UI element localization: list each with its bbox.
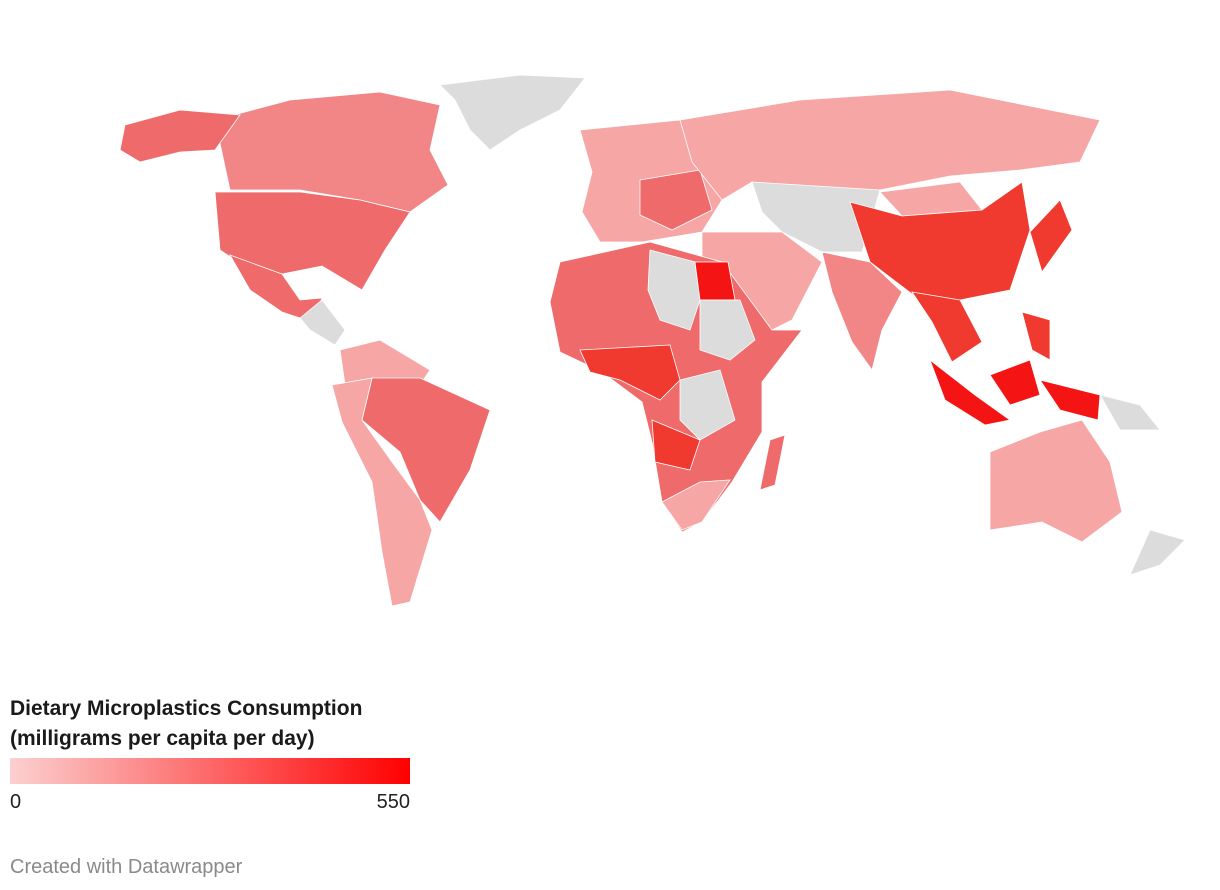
country xyxy=(1029,199,1073,273)
country xyxy=(694,261,736,301)
scale-min: 0 xyxy=(10,791,21,813)
country xyxy=(911,291,983,363)
country xyxy=(989,359,1041,406)
country xyxy=(299,299,346,346)
country xyxy=(214,91,449,213)
country xyxy=(1099,394,1161,431)
color-scale xyxy=(10,758,410,784)
country xyxy=(579,344,681,401)
country xyxy=(1021,311,1051,361)
country xyxy=(821,251,903,371)
country xyxy=(759,434,786,491)
country xyxy=(929,358,1011,426)
country xyxy=(989,419,1123,543)
legend-subtitle: (milligrams per capita per day) xyxy=(10,727,315,750)
country xyxy=(661,479,731,531)
country xyxy=(849,181,1031,301)
country xyxy=(699,299,756,361)
scale-max: 550 xyxy=(377,791,410,813)
country xyxy=(1039,379,1101,421)
country xyxy=(439,74,586,151)
credit: Created with Datawrapper xyxy=(10,856,243,878)
country xyxy=(331,377,433,607)
country xyxy=(679,89,1101,201)
country xyxy=(1129,529,1186,576)
country xyxy=(679,369,736,441)
legend: Dietary Microplastics Consumption (milli… xyxy=(10,697,410,813)
country xyxy=(119,109,241,163)
country xyxy=(639,169,713,231)
world-map xyxy=(119,74,1186,607)
legend-title: Dietary Microplastics Consumption xyxy=(10,697,362,720)
country xyxy=(361,377,491,523)
country xyxy=(651,419,701,471)
